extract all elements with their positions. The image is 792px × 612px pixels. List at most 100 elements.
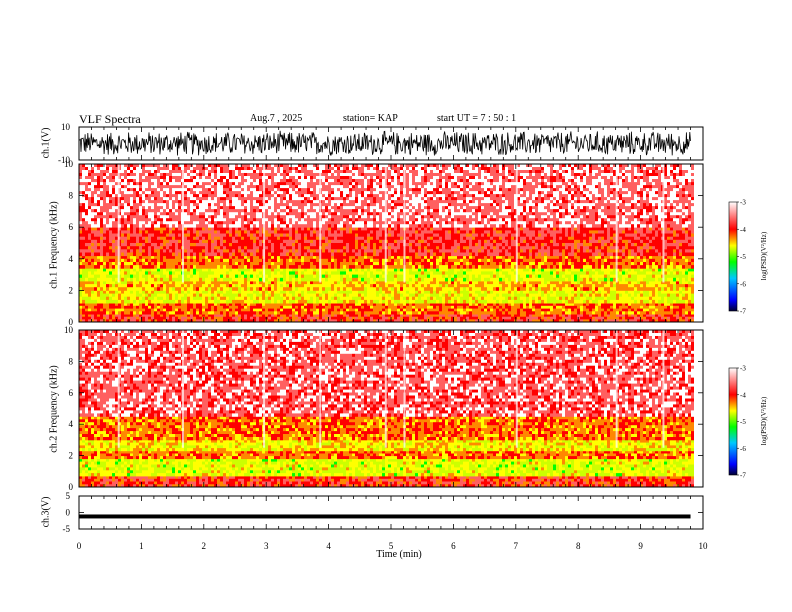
ch1-spectrogram-cell (88, 233, 91, 238)
ch1-spectrogram-cell (385, 308, 388, 312)
ch1-spectrogram-cell (178, 268, 181, 272)
ch1-spectrogram-cell (292, 287, 295, 291)
ch1-spectrogram-cell (133, 287, 136, 291)
ch1-spectrogram-cell (388, 303, 391, 307)
ch1-spectrogram-cell (511, 296, 514, 301)
ch1-spectrogram-cell (85, 299, 88, 304)
ch1-spectrogram-cell (235, 308, 238, 312)
ch1-spectrogram-cell (163, 265, 166, 269)
ch1-spectrogram-cell (304, 319, 307, 323)
ch1-spectrogram-cell (562, 299, 565, 304)
ch1-spectrogram-cell (541, 268, 544, 272)
ch1-spectrogram-cell (418, 316, 421, 320)
ch1-spectrogram-cell (169, 252, 172, 257)
ch1-spectrogram-cell (541, 290, 544, 294)
ch1-spectrogram-cell (508, 274, 511, 279)
ch1-spectrogram-cell (130, 252, 133, 257)
ch1-spectrogram-cell (301, 268, 304, 272)
ch1-spectrogram-cell (103, 227, 106, 231)
ch1-spectrogram-cell (415, 308, 418, 312)
ch1-spectrogram-cell (115, 274, 118, 279)
ch1-spectrogram-cell (202, 265, 205, 269)
ch1-spectrogram-cell (661, 287, 664, 291)
ch1-spectrogram-cell (628, 316, 631, 320)
ch1-spectrogram-cell (400, 262, 403, 266)
ch1-spectrogram-cell (253, 316, 256, 320)
ch1-spectrogram-cell (643, 308, 646, 312)
ch1-spectrogram-cell (472, 299, 475, 304)
ch1-spectrogram-cell (685, 265, 688, 269)
ch1-spectrogram-cell (181, 305, 184, 309)
ch1-spectrogram-cell (205, 258, 208, 263)
ch1-spectrogram-cell (148, 233, 151, 238)
ch1-spectrogram-cell (340, 265, 343, 269)
ch1-spectrogram-cell (643, 311, 646, 315)
ch1-spectrogram-cell (121, 280, 124, 285)
ch1-spectrogram-cell (424, 303, 427, 307)
ch1-spectrogram-cell (79, 277, 82, 282)
ch1-spectrogram-cell (115, 268, 118, 272)
ch1-spectrogram-cell (94, 252, 97, 257)
ch1-spectrogram-cell (553, 284, 556, 288)
ch1-spectrogram-cell (586, 274, 589, 279)
ch1-spectrogram-cell (379, 299, 382, 304)
ch1-spectrogram-cell (346, 293, 349, 298)
ch1-spectrogram-cell (346, 255, 349, 260)
ch1-spectrogram-cell (142, 314, 145, 318)
ch1-spectrogram-cell (127, 255, 130, 260)
ch1-spectrogram-cell (469, 308, 472, 312)
ch1-spectrogram-cell (568, 290, 571, 294)
ch1-spectrogram-cell (481, 319, 484, 323)
ch1-spectrogram-cell (568, 284, 571, 288)
ch1-spectrogram-cell (397, 258, 400, 263)
ch1-spectrogram-cell (667, 311, 670, 315)
ch1-spectrogram-cell (325, 262, 328, 266)
ch1-spectrogram-cell (445, 277, 448, 282)
ch1-spectrogram-cell (109, 303, 112, 307)
ch1-spectrogram-cell (337, 314, 340, 318)
ch1-spectrogram-cell (100, 303, 103, 307)
ch1-spectrogram-cell (637, 299, 640, 304)
ch1-spectrogram-cell (265, 271, 268, 275)
ch1-spectrogram-cell (550, 271, 553, 275)
ch1-spectrogram-cell (193, 233, 196, 238)
ch1-spectrogram-cell (550, 284, 553, 288)
ch1-spectrogram-cell (556, 280, 559, 285)
ch1-spectrogram-cell (193, 252, 196, 257)
ch1-spectrogram-cell (478, 274, 481, 279)
ch1-spectrogram-cell (577, 274, 580, 279)
ch1-spectrogram-cell (649, 303, 652, 307)
ch1-spectrogram-cell (664, 262, 667, 266)
ch1-spectrogram-cell (382, 299, 385, 304)
ch1-spectrogram-cell (295, 262, 298, 266)
ch1-spectrogram-cell (430, 314, 433, 318)
ch1-spectrogram-cell (439, 305, 442, 309)
ch1-spectrogram-cell (427, 303, 430, 307)
ch1-spectrogram-cell (442, 262, 445, 266)
ch1-spectrogram-cell (556, 268, 559, 272)
ch1-spectrogram-cell (529, 265, 532, 269)
ch1-spectrogram-cell (346, 280, 349, 285)
ch1-spectrogram-cell (418, 274, 421, 279)
ch1-spectrogram-cell (160, 287, 163, 291)
ch1-spectrogram-cell (334, 299, 337, 304)
ch1-spectrogram-cell (571, 296, 574, 301)
ch1-spectrogram-cell (571, 303, 574, 307)
ch1-spectrogram-cell (469, 290, 472, 294)
ch1-spectrogram-cell (172, 239, 175, 244)
ch1-spectrogram-cell (565, 262, 568, 266)
ch1-spectrogram-cell (592, 258, 595, 263)
ch1-spectrogram-cell (217, 274, 220, 279)
ch1-spectrogram-cell (184, 277, 187, 282)
ch1-spectrogram-cell (394, 255, 397, 260)
ch1-spectrogram-cell (142, 305, 145, 309)
ch1-spectrogram-cell (502, 274, 505, 279)
ch1-spectrogram-cell (547, 268, 550, 272)
ch1-spectrogram-cell (568, 280, 571, 285)
ch1-spectrogram-cell (661, 284, 664, 288)
ch1-spectrogram-cell (295, 271, 298, 275)
ch1-spectrogram-cell (511, 299, 514, 304)
ch1-spectrogram-cell (178, 252, 181, 257)
ch1-spectrogram-cell (616, 305, 619, 309)
ch1-spectrogram-cell (286, 314, 289, 318)
